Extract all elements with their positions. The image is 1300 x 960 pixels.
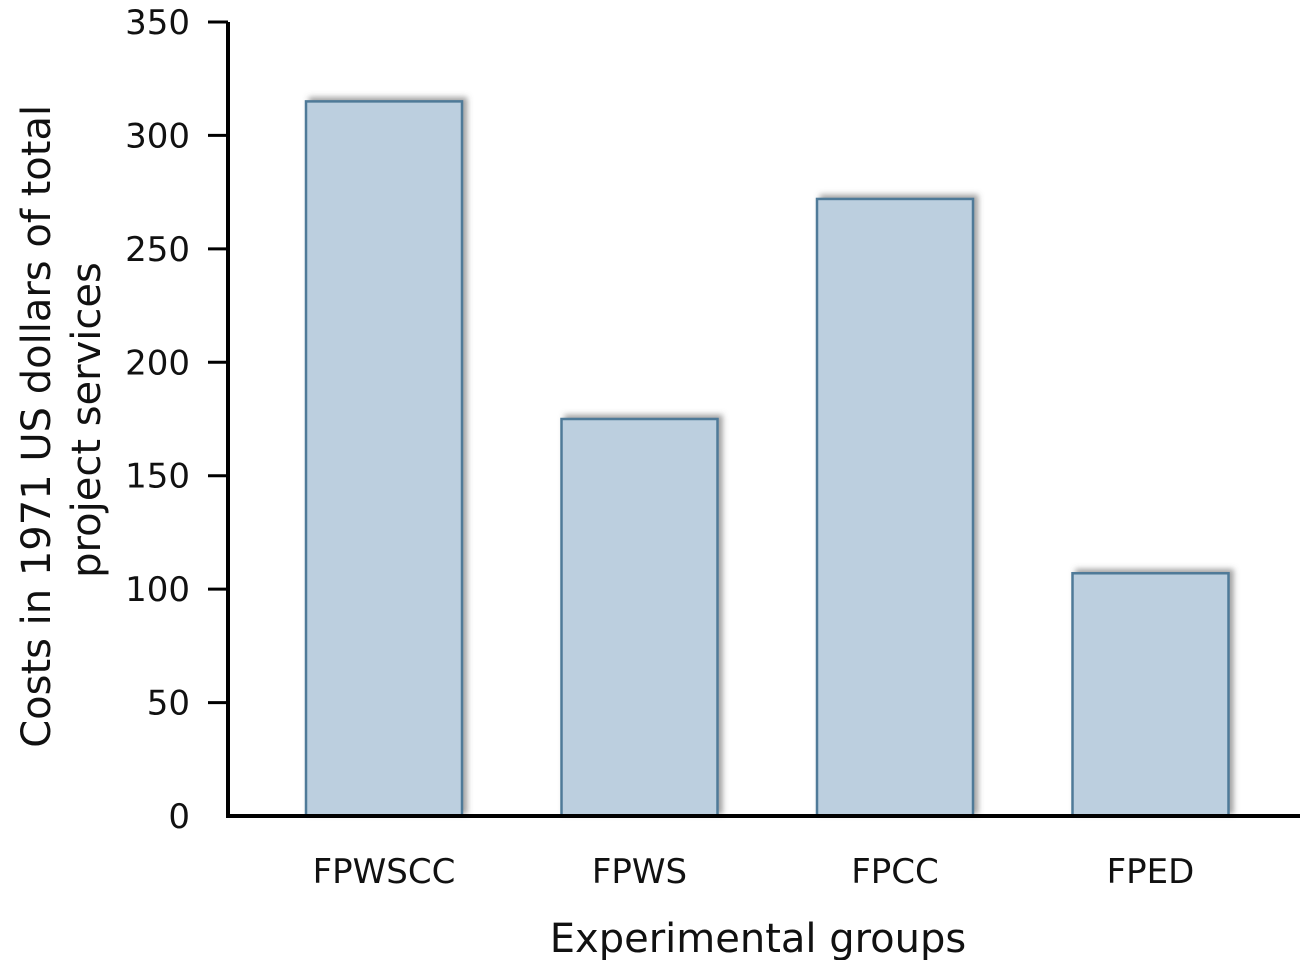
bar-fpws xyxy=(560,417,719,818)
x-category-label-fpcc: FPCC xyxy=(851,852,939,892)
y-tick-label: 350 xyxy=(125,3,190,43)
bars-group xyxy=(304,100,1230,818)
x-axis-category-labels: FPWSCC FPWS FPCC FPED xyxy=(313,852,1195,892)
y-axis-title: Costs in 1971 US dollars of total projec… xyxy=(14,92,110,748)
y-tick-label: 0 xyxy=(168,797,190,837)
y-axis-title-line-1: Costs in 1971 US dollars of total xyxy=(14,105,60,748)
y-tick-label: 300 xyxy=(125,116,190,156)
y-tick-label: 150 xyxy=(125,457,190,497)
y-tick-label: 250 xyxy=(125,230,190,270)
y-tick-label: 200 xyxy=(125,343,190,383)
y-tick-label: 50 xyxy=(147,684,190,724)
x-category-label-fpwscc: FPWSCC xyxy=(313,852,456,892)
bar-fpcc xyxy=(815,197,975,818)
x-axis-title: Experimental groups xyxy=(550,916,966,960)
y-tick-label: 100 xyxy=(125,570,190,610)
x-category-label-fped: FPED xyxy=(1107,852,1195,892)
bar-fpwscc xyxy=(304,100,464,818)
bar-fped xyxy=(1071,572,1230,818)
y-axis-ticks: 0 50 100 150 200 250 300 350 xyxy=(125,3,228,837)
x-category-label-fpws: FPWS xyxy=(592,852,687,892)
y-axis-title-line-2: project services xyxy=(64,262,110,578)
